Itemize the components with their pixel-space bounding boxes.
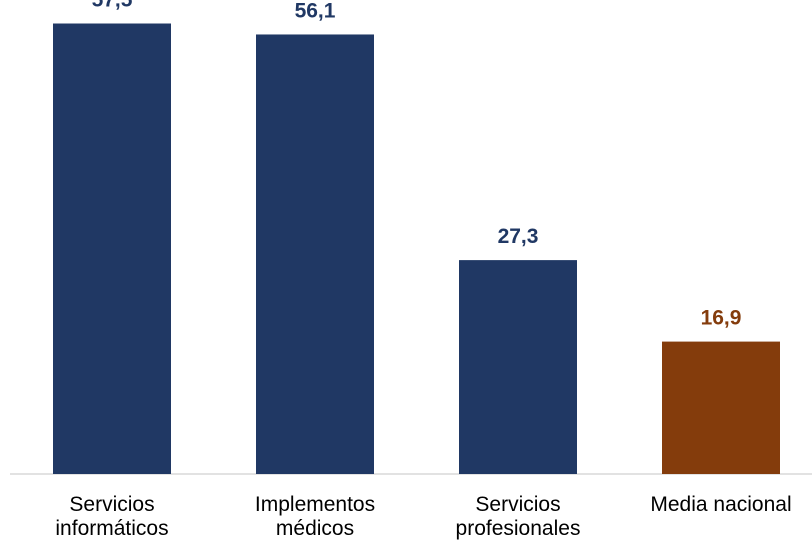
category-label-2: Servicios profesionales <box>456 493 581 540</box>
bar-1 <box>256 34 374 475</box>
category-label-0: Servicios informáticos <box>55 493 168 540</box>
value-label-3: 16,9 <box>701 307 742 330</box>
category-label-3: Media nacional <box>650 493 791 516</box>
category-label-line: profesionales <box>456 517 581 540</box>
category-label-line: Servicios <box>69 493 154 516</box>
category-label-line: Implementos <box>255 493 375 516</box>
category-label-line: médicos <box>276 517 354 540</box>
category-label-line: Media nacional <box>650 493 791 516</box>
value-label-2: 27,3 <box>498 225 539 248</box>
category-label-line: Servicios <box>475 493 560 516</box>
value-label-1: 56,1 <box>295 0 336 22</box>
category-label-1: Implementos médicos <box>255 493 375 540</box>
bar-3 <box>662 341 780 474</box>
bars-layer <box>53 23 780 475</box>
bar-0 <box>53 23 171 475</box>
value-labels-layer: 57,5 56,1 27,3 16,9 <box>92 0 742 330</box>
value-label-0: 57,5 <box>92 0 133 12</box>
bar-2 <box>459 260 577 474</box>
category-label-line: informáticos <box>55 517 168 540</box>
